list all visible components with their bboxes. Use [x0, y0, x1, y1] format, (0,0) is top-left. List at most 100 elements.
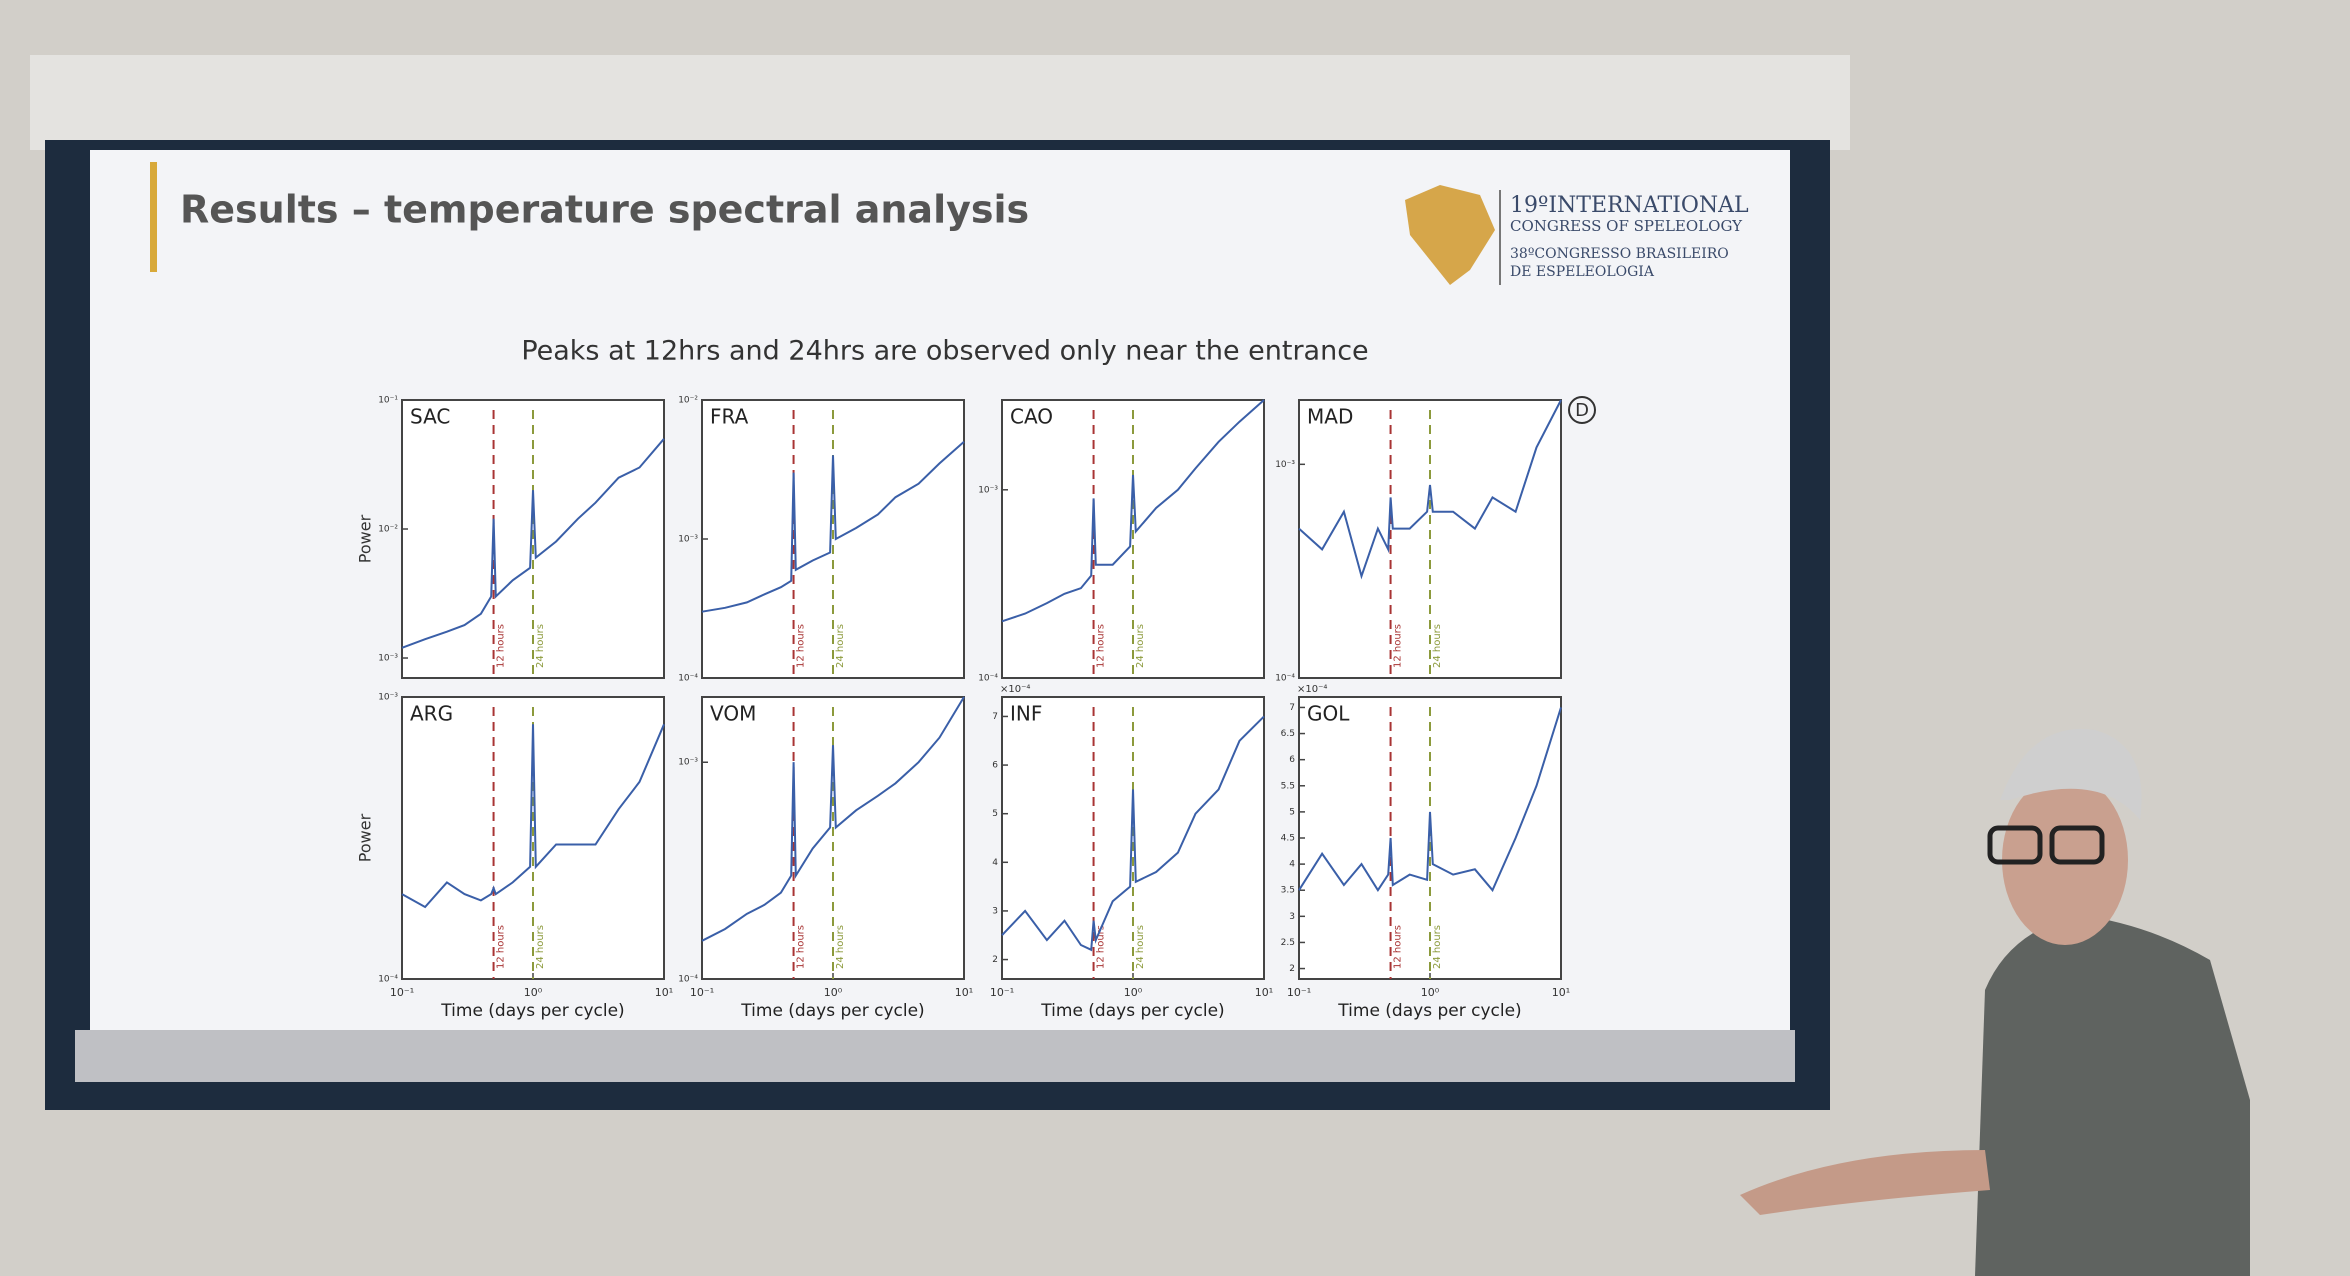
reference-label: 24 hours	[535, 925, 546, 969]
y-tick-label: 2.5	[1281, 938, 1295, 948]
panel-title: ARG	[410, 702, 453, 726]
y-tick-label: 3.5	[1281, 886, 1295, 896]
y-tick-label: 10⁻⁴	[678, 674, 698, 684]
y-tick-label: 10⁻³	[1275, 460, 1295, 470]
y-tick-label: 10⁻⁴	[1275, 674, 1295, 684]
x-tick-label: 10⁻¹	[1287, 986, 1311, 999]
y-tick-label: 6.5	[1281, 729, 1295, 739]
reference-label: 12 hours	[1096, 925, 1107, 969]
x-tick-label: 10⁰	[1124, 986, 1143, 999]
screen-bottom	[75, 1030, 1795, 1082]
screen-housing	[30, 55, 1850, 150]
y-tick-label: 2	[992, 955, 998, 965]
logo-text: 19ºINTERNATIONAL	[1510, 193, 1749, 218]
x-tick-label: 10¹	[655, 986, 673, 999]
x-tick-label: 10⁻¹	[690, 986, 714, 999]
y-tick-label: 10⁻³	[978, 485, 998, 495]
spectrum-line	[401, 438, 665, 649]
slide-subtitle: Peaks at 12hrs and 24hrs are observed on…	[521, 336, 1368, 367]
glasses	[2049, 825, 2105, 865]
y-tick-label: 4	[992, 858, 998, 868]
y-tick-label: 7	[1289, 703, 1295, 713]
y-tick-label: 10⁻⁴	[678, 975, 698, 985]
x-tick-label: 10¹	[955, 986, 973, 999]
panel-title: FRA	[710, 405, 749, 429]
y-offset-label: ×10⁻⁴	[1297, 684, 1327, 695]
y-tick-label: 5.5	[1281, 781, 1295, 791]
x-tick-label: 10⁻¹	[390, 986, 414, 999]
reference-label: 12 hours	[1096, 624, 1107, 668]
y-axis-label: Power	[356, 813, 375, 862]
reference-label: 24 hours	[1135, 925, 1146, 969]
spectrum-line	[701, 696, 965, 942]
reference-label: 12 hours	[496, 624, 507, 668]
y-tick-label: 10⁻³	[678, 758, 698, 768]
reference-label: 12 hours	[796, 624, 807, 668]
spectrum-line	[1001, 399, 1265, 623]
y-tick-label: 4.5	[1281, 834, 1295, 844]
x-axis-label: Time (days per cycle)	[1337, 1001, 1521, 1021]
y-tick-label: 5	[992, 809, 998, 819]
y-tick-label: 3	[1289, 912, 1295, 922]
y-tick-label: 6	[1289, 755, 1295, 765]
title-accent	[150, 162, 157, 272]
panel-tag: D	[1575, 400, 1589, 421]
spectrum-line	[401, 723, 665, 909]
x-tick-label: 10¹	[1552, 986, 1570, 999]
shirt	[1975, 915, 2250, 1276]
y-tick-label: 10⁻²	[678, 396, 698, 406]
x-tick-label: 10⁰	[824, 986, 843, 999]
y-offset-label: ×10⁻⁴	[1000, 684, 1030, 695]
reference-label: 12 hours	[1393, 624, 1404, 668]
y-tick-label: 4	[1289, 860, 1295, 870]
panel-tag-circle	[1568, 396, 1596, 424]
logo-map	[1405, 185, 1495, 285]
logo-text: DE ESPELEOLOGIA	[1510, 264, 1655, 280]
y-tick-label: 7	[992, 712, 998, 722]
x-axis-label: Time (days per cycle)	[440, 1001, 624, 1021]
x-tick-label: 10⁻¹	[990, 986, 1014, 999]
logo-text: CONGRESS OF SPELEOLOGY	[1510, 217, 1743, 235]
x-tick-label: 10⁰	[524, 986, 543, 999]
y-tick-label: 10⁻²	[378, 525, 398, 535]
reference-label: 24 hours	[1432, 624, 1443, 668]
slide-title: Results – temperature spectral analysis	[180, 188, 1029, 232]
y-tick-label: 10⁻¹	[378, 396, 398, 406]
y-tick-label: 2	[1289, 964, 1295, 974]
y-tick-label: 10⁻³	[678, 535, 698, 545]
y-tick-label: 3	[992, 906, 998, 916]
y-tick-label: 5	[1289, 807, 1295, 817]
panel-title: MAD	[1307, 405, 1353, 429]
y-tick-label: 10⁻³	[378, 693, 398, 703]
spectrum-line	[701, 441, 965, 613]
panel-title: SAC	[410, 405, 450, 429]
glasses	[1987, 825, 2043, 865]
y-axis-label: Power	[356, 514, 375, 563]
panel-title: CAO	[1010, 405, 1053, 429]
y-tick-label: 10⁻⁴	[378, 975, 398, 985]
y-tick-label: 10⁻⁴	[978, 674, 998, 684]
x-axis-label: Time (days per cycle)	[1040, 1001, 1224, 1021]
logo-text: 38ºCONGRESSO BRASILEIRO	[1510, 246, 1729, 262]
hair	[2000, 728, 2142, 820]
spectrum-line	[1298, 399, 1562, 580]
reference-label: 24 hours	[535, 624, 546, 668]
reference-label: 12 hours	[496, 925, 507, 969]
presenter	[1740, 728, 2250, 1276]
arm	[1740, 1150, 1990, 1215]
reference-label: 12 hours	[1393, 925, 1404, 969]
x-tick-label: 10¹	[1255, 986, 1273, 999]
reference-label: 24 hours	[1432, 925, 1443, 969]
panel-title: INF	[1010, 702, 1042, 726]
reference-label: 24 hours	[835, 925, 846, 969]
y-tick-label: 10⁻³	[378, 654, 398, 664]
y-tick-label: 6	[992, 761, 998, 771]
spectrum-line	[1001, 715, 1265, 952]
x-tick-label: 10⁰	[1421, 986, 1440, 999]
reference-label: 24 hours	[835, 624, 846, 668]
panel-title: VOM	[710, 702, 756, 726]
spectrum-line	[1298, 707, 1562, 893]
x-axis-label: Time (days per cycle)	[740, 1001, 924, 1021]
